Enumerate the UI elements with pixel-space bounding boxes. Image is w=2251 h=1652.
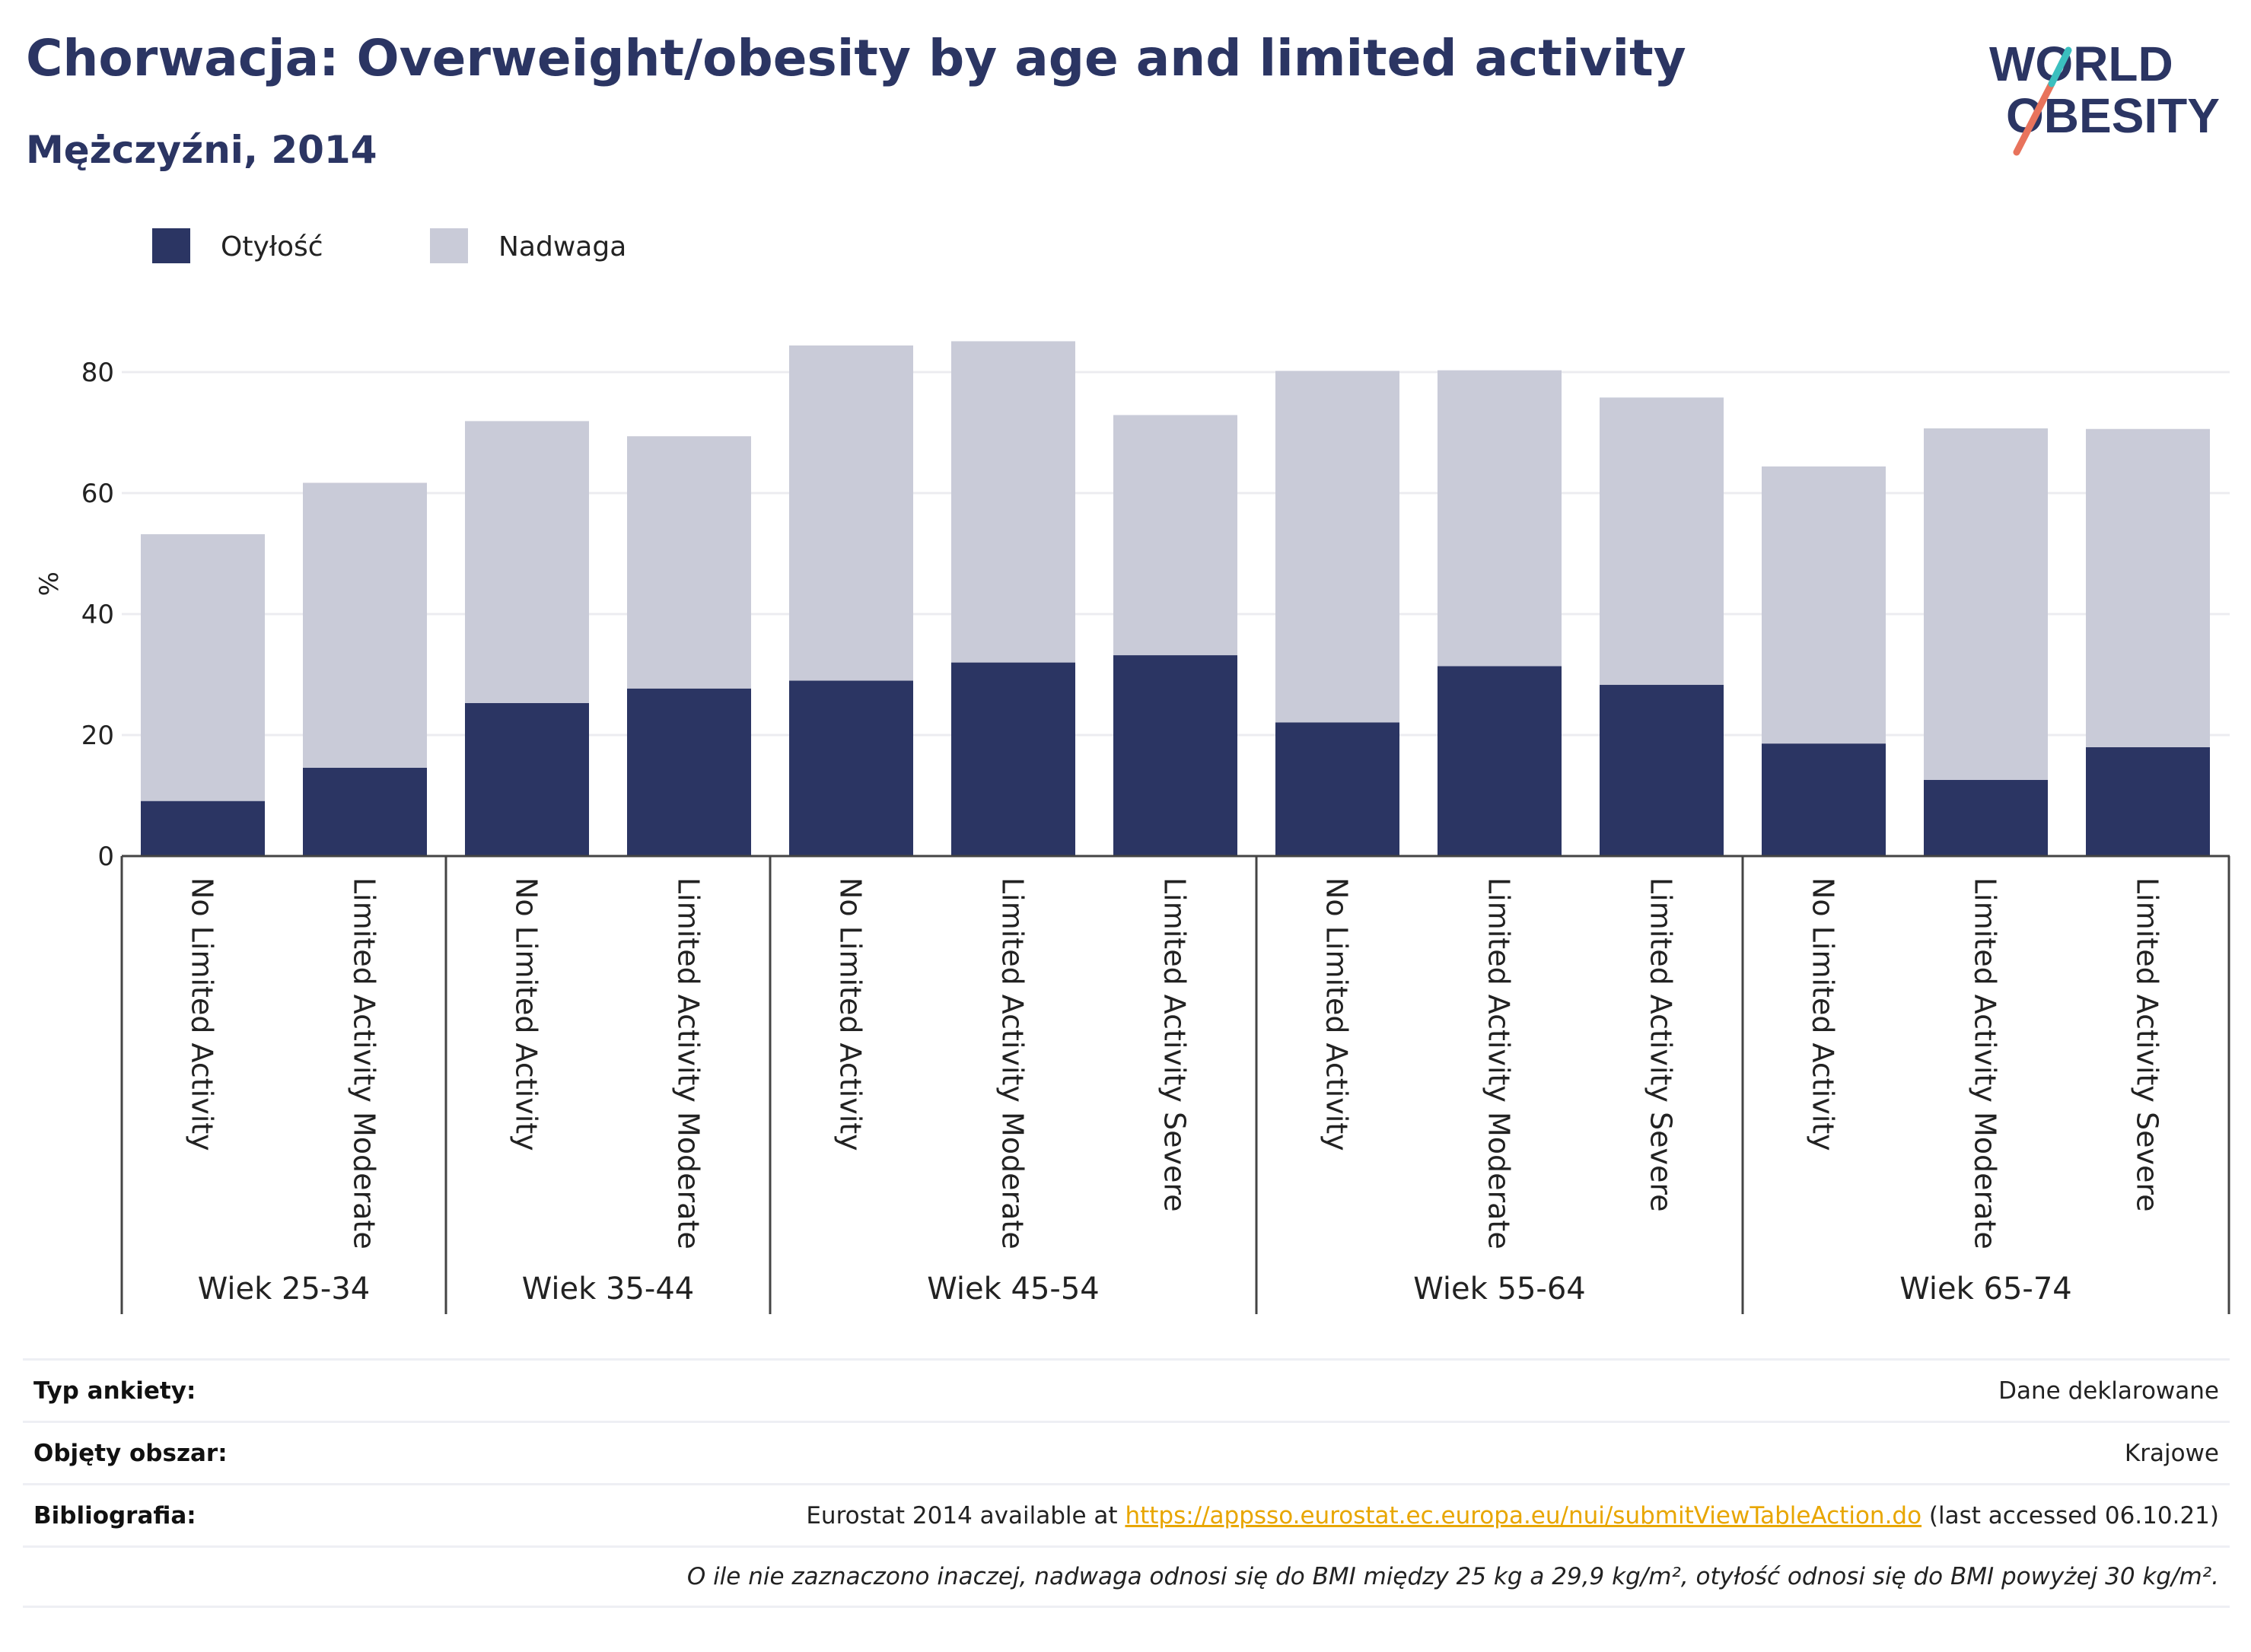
legend-swatch-1	[430, 228, 468, 263]
y-tick-label-0: 0	[97, 842, 114, 872]
y-axis-title: %	[34, 571, 65, 596]
chart-legend: Otyłość Nadwaga	[152, 228, 626, 263]
logo-slash-teal	[2048, 46, 2072, 88]
footer-row-note: O ile nie zaznaczono inaczej, nadwaga od…	[23, 1545, 2230, 1608]
footer-row-bibliography: Bibliografia: Eurostat 2014 available at…	[23, 1483, 2230, 1545]
y-tick-label-60: 60	[81, 479, 114, 509]
coverage-value: Krajowe	[2124, 1439, 2219, 1467]
bar-obesity-9	[1600, 685, 1724, 856]
footer-row-survey-type: Typ ankiety: Dane deklarowane	[23, 1358, 2230, 1421]
category-label-7: No Limited Activity	[1320, 877, 1354, 1151]
bar-obesity-0	[141, 801, 265, 856]
bar-overweight-12	[2086, 428, 2210, 747]
group-label-2: Wiek 45-54	[927, 1272, 1100, 1307]
category-label-10: No Limited Activity	[1807, 877, 1840, 1151]
bar-overweight-8	[1438, 370, 1562, 667]
group-label-3: Wiek 55-64	[1413, 1272, 1586, 1307]
group-label-1: Wiek 35-44	[522, 1272, 695, 1307]
bar-overweight-1	[303, 482, 427, 768]
category-label-4: No Limited Activity	[834, 877, 868, 1151]
bars	[141, 341, 2210, 856]
logo-slash-red	[2013, 80, 2055, 156]
world-obesity-logo: WORLD OBESITY	[1989, 37, 2220, 156]
category-label-1: Limited Activity Moderate	[348, 877, 381, 1249]
bar-obesity-1	[303, 767, 427, 856]
logo-line1: WORLD	[1989, 37, 2173, 91]
bar-obesity-7	[1275, 722, 1399, 856]
category-label-3: Limited Activity Moderate	[672, 877, 705, 1249]
survey-type-label: Typ ankiety:	[33, 1377, 196, 1405]
definition-note: O ile nie zaznaczono inaczej, nadwaga od…	[686, 1563, 2219, 1590]
x-axis: No Limited Activity Limited Activity Mode…	[120, 855, 2230, 1314]
bar-obesity-5	[951, 662, 1075, 856]
survey-type-value: Dane deklarowane	[1998, 1377, 2219, 1405]
stacked-bar-chart: Otyłość Nadwaga 0 20 40 60 80% No Limited Act…	[34, 228, 2230, 1314]
bar-obesity-11	[1924, 779, 2048, 856]
bar-overweight-0	[141, 534, 265, 801]
y-tick-label-20: 20	[81, 721, 114, 751]
legend-swatch-0	[152, 228, 190, 263]
bibliography-link[interactable]: https://appsso.eurostat.ec.europa.eu/nui…	[1125, 1501, 1922, 1529]
category-label-8: Limited Activity Moderate	[1482, 877, 1516, 1249]
category-label-0: No Limited Activity	[186, 877, 219, 1151]
bar-obesity-8	[1438, 666, 1562, 856]
bar-overweight-4	[789, 345, 913, 681]
legend-label-1: Nadwaga	[498, 231, 626, 263]
bibliography-prefix: Eurostat 2014 available at	[806, 1501, 1126, 1529]
bar-obesity-2	[465, 702, 589, 856]
category-label-2: No Limited Activity	[510, 877, 543, 1151]
bibliography-suffix: (last accessed 06.10.21)	[1921, 1501, 2219, 1529]
bar-overweight-5	[951, 341, 1075, 663]
bar-overweight-7	[1275, 371, 1399, 723]
category-label-11: Limited Activity Moderate	[1969, 877, 2002, 1249]
bibliography-label: Bibliografia:	[33, 1501, 196, 1529]
bar-obesity-3	[627, 688, 751, 856]
bar-overweight-2	[465, 421, 589, 703]
bar-obesity-12	[2086, 746, 2210, 856]
category-label-9: Limited Activity Severe	[1644, 877, 1678, 1212]
category-label-12: Limited Activity Severe	[2131, 877, 2164, 1212]
bar-overweight-3	[627, 436, 751, 689]
y-tick-label-80: 80	[81, 358, 114, 388]
bar-overweight-6	[1113, 415, 1237, 656]
category-label-5: Limited Activity Moderate	[996, 877, 1030, 1249]
group-label-4: Wiek 65-74	[1899, 1272, 2072, 1307]
bar-overweight-11	[1924, 428, 2048, 780]
coverage-label: Objęty obszar:	[33, 1439, 228, 1467]
chart-footer: Typ ankiety: Dane deklarowane Objęty obs…	[23, 1358, 2230, 1608]
bibliography-value: Eurostat 2014 available at https://appss…	[806, 1502, 2219, 1529]
page-subtitle: Mężczyźni, 2014	[26, 128, 377, 172]
y-tick-label-40: 40	[81, 600, 114, 630]
page-title: Chorwacja: Overweight/obesity by age and…	[26, 29, 1686, 88]
group-label-0: Wiek 25-34	[198, 1272, 371, 1307]
bar-overweight-10	[1762, 466, 1886, 744]
y-axis: 0 20 40 60 80%	[34, 358, 114, 872]
legend-label-0: Otyłość	[221, 231, 323, 263]
footer-row-coverage: Objęty obszar: Krajowe	[23, 1421, 2230, 1483]
bar-obesity-4	[789, 680, 913, 856]
bar-overweight-9	[1600, 397, 1724, 686]
bar-obesity-10	[1762, 743, 1886, 856]
category-label-6: Limited Activity Severe	[1158, 877, 1192, 1212]
bar-obesity-6	[1113, 655, 1237, 856]
